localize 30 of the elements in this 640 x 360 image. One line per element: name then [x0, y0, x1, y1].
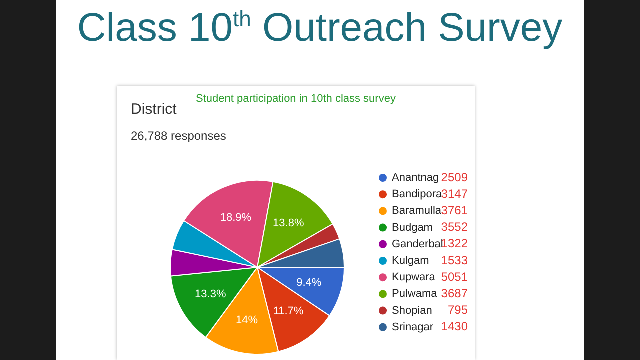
legend-label: Baramulla	[392, 205, 442, 218]
data-label: 18.9%	[220, 212, 252, 224]
legend-label: Shopian	[392, 304, 432, 317]
legend-label: Kupwara	[392, 272, 436, 284]
legend-label: Srinagar	[392, 321, 434, 334]
legend-label: Pulwama	[392, 288, 438, 300]
legend-label: Ganderbal	[392, 238, 444, 250]
text: 2509	[441, 170, 468, 184]
text: 26,788 responses	[131, 129, 226, 143]
legend-label: Bandipora	[392, 188, 444, 201]
text: 1430	[441, 320, 468, 334]
data-label: 11.7%	[273, 306, 304, 318]
data-label: 14%	[236, 314, 258, 326]
legend-label: Kulgam	[392, 255, 430, 268]
text: 5051	[441, 270, 468, 284]
text: 3687	[441, 286, 468, 301]
legend-label: Budgam	[392, 222, 433, 234]
chart-subtitle: Student participation in 10th class survey	[196, 93, 396, 105]
text: 3147	[441, 186, 468, 201]
text: 1322	[441, 236, 468, 251]
text: 3552	[441, 220, 468, 234]
text: 795	[448, 303, 468, 318]
data-label: 9.4%	[296, 277, 322, 290]
data-label: 13.8%	[273, 218, 304, 230]
data-label: 13.3%	[195, 288, 226, 300]
text: District	[131, 101, 177, 118]
text: 3761	[441, 204, 468, 218]
text: 1533	[441, 253, 468, 268]
chart-title: Class 10$^{th}$ Outreach Survey	[76, 6, 564, 51]
legend-label: Anantnag	[392, 172, 440, 184]
